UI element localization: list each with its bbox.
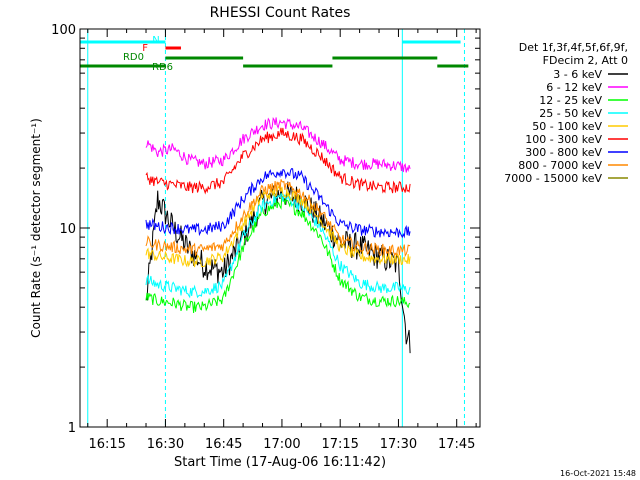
- legend-label-12-25-kev: 12 - 25 keV: [539, 94, 602, 107]
- series-line-3-6-kev: [145, 181, 411, 354]
- x-tick-label-17-30: 17:30: [380, 437, 417, 452]
- series-line-12-25-kev: [145, 196, 411, 314]
- chart-title: RHESSI Count Rates: [210, 5, 351, 21]
- y-axis-ticks: 1 10 100: [51, 23, 480, 436]
- legend-label-6-12-kev: 6 - 12 keV: [546, 81, 602, 94]
- legend-label-800-7000-kev: 800 - 7000 keV: [518, 159, 602, 172]
- series-line-100-300-kev: [145, 127, 411, 195]
- legend-header-line-1: Det 1f,3f,4f,5f,6f,9f,: [519, 41, 628, 54]
- legend-label-25-50-kev: 25 - 50 keV: [539, 107, 602, 120]
- legend-label-300-800-kev: 300 - 800 keV: [525, 146, 602, 159]
- series-line-800-7000-kev: [145, 179, 411, 258]
- legend-label-50-100-kev: 50 - 100 keV: [532, 120, 602, 133]
- x-tick-label-17-15: 17:15: [321, 437, 358, 452]
- y-tick-label-10: 10: [59, 222, 76, 237]
- legend: Det 1f,3f,4f,5f,6f,9f, FDecim 2, Att 0 3…: [504, 41, 628, 185]
- x-tick-label-16-30: 16:30: [147, 437, 184, 452]
- series-line-25-50-kev: [145, 193, 411, 299]
- series-lines: [145, 116, 411, 354]
- y-tick-label-1: 1: [68, 421, 76, 436]
- y-tick-label-100: 100: [51, 23, 76, 38]
- series-line-6-12-kev: [145, 116, 411, 173]
- x-tick-label-17-45: 17:45: [438, 437, 475, 452]
- y-axis-label: Count Rate (s⁻¹ detector segment⁻¹): [29, 118, 43, 338]
- legend-label-100-300-kev: 100 - 300 keV: [525, 133, 602, 146]
- series-line-50-100-kev: [145, 185, 411, 268]
- x-tick-label-17-00: 17:00: [263, 437, 300, 452]
- x-tick-label-16-45: 16:45: [205, 437, 242, 452]
- status-label-n: N: [152, 35, 159, 46]
- x-tick-label-16-15: 16:15: [88, 437, 125, 452]
- x-axis-label: Start Time (17-Aug-06 16:11:42): [174, 455, 386, 470]
- series-line-300-800-kev: [145, 168, 411, 239]
- legend-label-7000-15000-kev: 7000 - 15000 keV: [504, 172, 602, 185]
- status-label-rd6: RD6: [152, 62, 173, 73]
- legend-header-line-2: FDecim 2, Att 0: [543, 54, 628, 67]
- status-label-rd0: RD0: [123, 52, 144, 63]
- status-label-f: F: [142, 43, 148, 54]
- x-axis-ticks: 16:15 16:30 16:45 17:00 17:15 17:30 17:45: [87, 29, 477, 452]
- plot-frame: [79, 28, 481, 428]
- timestamp: 16-Oct-2021 15:48: [560, 469, 636, 478]
- legend-label-3-6-kev: 3 - 6 keV: [553, 68, 602, 81]
